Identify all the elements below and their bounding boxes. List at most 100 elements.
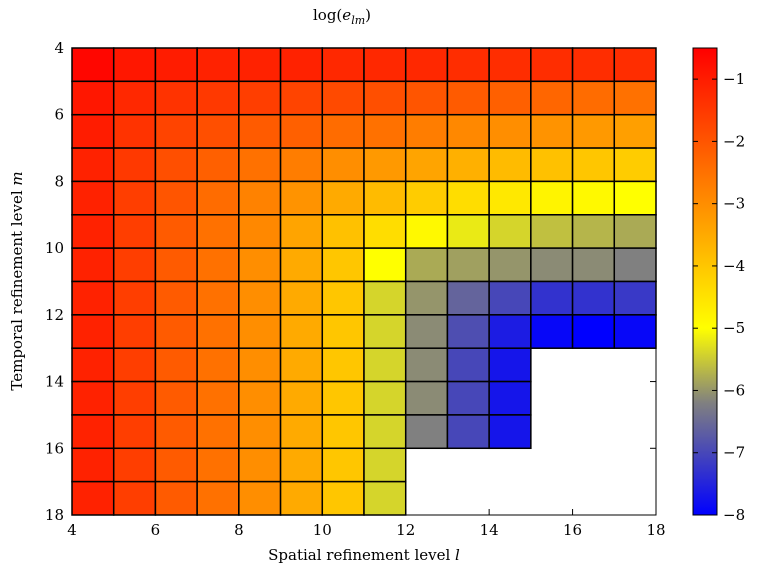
heatmap-cell	[238, 247, 282, 283]
heatmap-cell	[112, 480, 157, 516]
heatmap-cell	[530, 280, 574, 316]
heatmap-cell	[404, 113, 449, 149]
heatmap-cell	[112, 414, 157, 450]
heatmap-cell	[363, 480, 407, 516]
heatmap-cell	[404, 147, 449, 183]
heatmap-cell	[154, 47, 198, 83]
heatmap-cell	[363, 247, 407, 283]
heatmap-cell	[321, 480, 365, 516]
y-tick-label: 18	[45, 506, 64, 524]
heatmap-cell	[446, 414, 490, 450]
x-tick-label: 18	[646, 521, 665, 539]
heatmap-cell	[112, 380, 157, 416]
colorbar-tick-label: −6	[723, 381, 745, 399]
x-tick-label: 14	[480, 521, 499, 539]
heatmap-cell	[530, 47, 574, 83]
heatmap-cell	[238, 147, 282, 183]
colorbar-tick-label: −3	[723, 195, 745, 213]
heatmap-cell	[71, 147, 115, 183]
heatmap-cell	[279, 180, 324, 216]
heatmap-cell	[530, 147, 574, 183]
heatmap-cell	[613, 47, 657, 83]
heatmap-cell	[446, 147, 490, 183]
heatmap-cell	[321, 280, 365, 316]
heatmap-cell	[363, 214, 407, 249]
colorbar-tick-label: −7	[723, 444, 745, 462]
heatmap-cell	[321, 314, 365, 349]
heatmap-cell	[71, 47, 115, 83]
heatmap-cell	[71, 314, 115, 349]
heatmap-cell	[196, 480, 240, 516]
heatmap-cell	[488, 314, 532, 349]
heatmap-cell	[321, 380, 365, 416]
heatmap-cell	[238, 280, 282, 316]
heatmap-cell	[404, 180, 449, 216]
colorbar-tick-label: −5	[723, 319, 745, 337]
chart-title-close: )	[365, 6, 371, 24]
heatmap-cell	[279, 380, 324, 416]
colorbar-ticks: −1 −2 −3 −4 −5 −6 −7 −8	[693, 70, 745, 524]
heatmap-cell	[112, 280, 157, 316]
heatmap-cell	[446, 314, 490, 349]
heatmap-cell	[321, 414, 365, 450]
heatmap-cell	[404, 214, 449, 249]
colorbar-tick-label: −4	[723, 257, 745, 275]
heatmap-cell	[446, 247, 490, 283]
heatmap-cell	[363, 414, 407, 450]
heatmap-cell	[238, 80, 282, 116]
heatmap-cell	[279, 347, 324, 383]
heatmap-cell	[363, 113, 407, 149]
heatmap-cell	[154, 247, 198, 283]
heatmap-cell	[112, 113, 157, 149]
heatmap-cell	[571, 113, 616, 149]
heatmap-cell	[613, 113, 657, 149]
heatmap-cell	[571, 314, 616, 349]
heatmap-cell	[238, 47, 282, 83]
heatmap-cell	[488, 247, 532, 283]
x-tick-label: 8	[234, 521, 244, 539]
heatmap-cell	[71, 447, 115, 483]
heatmap-cell	[321, 47, 365, 83]
heatmap-cell	[446, 347, 490, 383]
colorbar-tick-label: −8	[723, 506, 745, 524]
colorbar	[692, 47, 718, 516]
heatmap-cell	[571, 247, 616, 283]
y-tick-label: 4	[54, 39, 64, 57]
y-tick-label: 6	[54, 106, 64, 124]
y-tick-label: 16	[45, 439, 64, 457]
chart-title-var: e	[342, 6, 351, 24]
heatmap-cell	[196, 147, 240, 183]
heatmap-cell	[154, 414, 198, 450]
heatmap-cell	[363, 147, 407, 183]
heatmap-cell	[71, 247, 115, 283]
heatmap-cell	[112, 214, 157, 249]
heatmap-cell	[446, 214, 490, 249]
heatmap-cell	[279, 147, 324, 183]
heatmap-cell	[196, 447, 240, 483]
heatmap-cell	[613, 280, 657, 316]
heatmap-cell	[71, 80, 115, 116]
heatmap-cell	[530, 180, 574, 216]
heatmap-cell	[196, 347, 240, 383]
x-axis-label: Spatial refinement level l	[268, 546, 460, 564]
heatmap-cell	[279, 80, 324, 116]
heatmap-cell	[238, 480, 282, 516]
heatmap-cell	[71, 113, 115, 149]
heatmap-cell	[571, 47, 616, 83]
x-axis-label-var: l	[455, 546, 460, 564]
heatmap-cell	[279, 414, 324, 450]
heatmap-cell	[321, 113, 365, 149]
y-tick-label: 12	[45, 306, 64, 324]
chart-title: log(elm)	[313, 6, 371, 27]
heatmap-cell	[363, 347, 407, 383]
heatmap-cell	[238, 214, 282, 249]
heatmap-cell	[154, 280, 198, 316]
y-axis-label: Temporal refinement level m	[8, 171, 26, 390]
heatmap-cell	[238, 180, 282, 216]
heatmap-cell	[238, 347, 282, 383]
heatmap-cell	[363, 80, 407, 116]
heatmap-cell	[530, 113, 574, 149]
plot-frame	[71, 47, 657, 516]
heatmap-cell	[488, 414, 532, 450]
heatmap-cell	[363, 280, 407, 316]
